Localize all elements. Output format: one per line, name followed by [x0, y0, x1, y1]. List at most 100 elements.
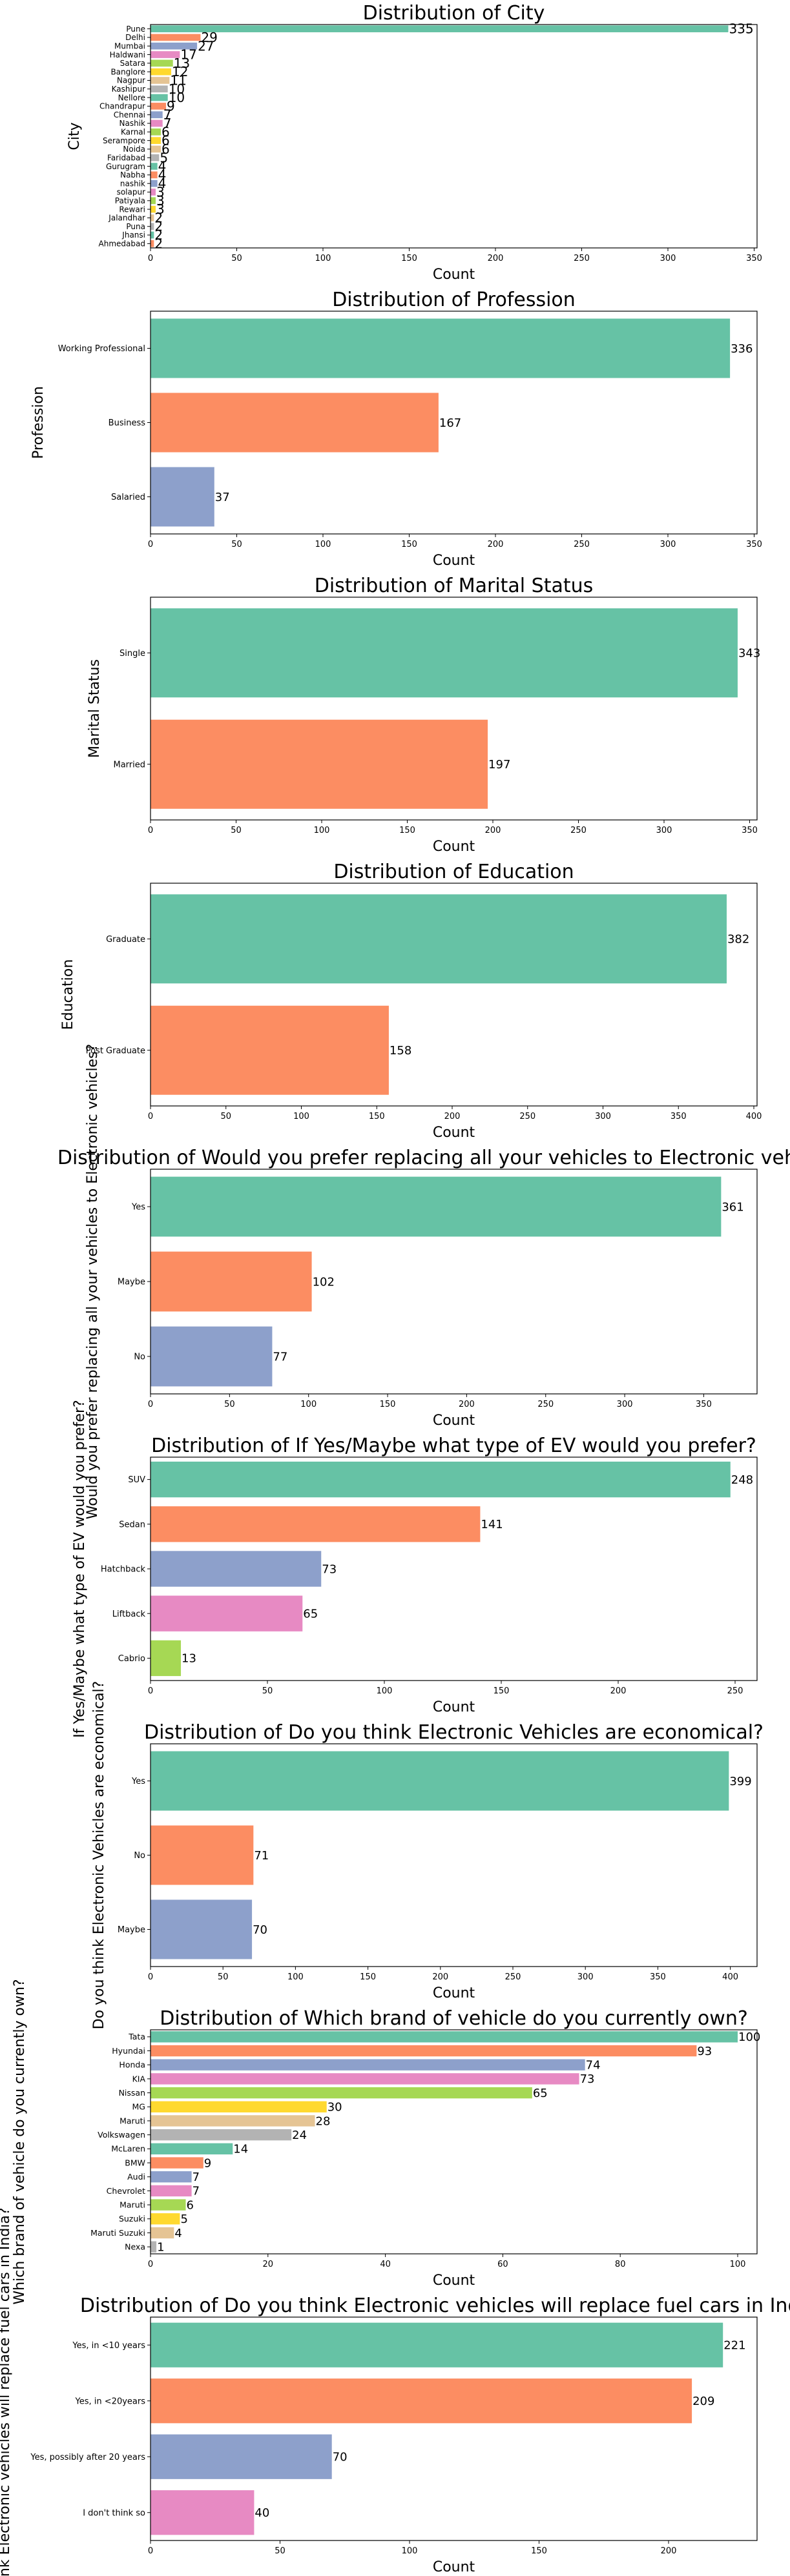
bar-chevrolet: [151, 2185, 192, 2197]
x-tick-label: 200: [432, 1972, 448, 1982]
data-label: 6: [161, 141, 170, 157]
y-tick-label: Volkswagen: [98, 2130, 145, 2140]
data-label: 7: [192, 2171, 200, 2184]
bar-kia: [151, 2073, 579, 2085]
bar-audi: [151, 2171, 192, 2183]
bar-serampore: [151, 137, 161, 144]
chart-title: Distribution of Education: [333, 861, 574, 883]
data-label: 30: [327, 2101, 342, 2114]
bar-maruti-suzuki: [151, 2227, 174, 2239]
bar-business: [151, 393, 439, 453]
data-label: 100: [738, 2030, 760, 2044]
bar-suv: [151, 1461, 731, 1498]
data-label: 17: [180, 47, 196, 63]
x-tick-label: 250: [505, 1972, 521, 1982]
bar-mumbai: [151, 42, 198, 50]
y-tick-label: Honda: [119, 2060, 145, 2070]
x-tick-label: 20: [263, 2260, 274, 2269]
bar-yes-in-10-years: [151, 2322, 723, 2367]
plot-frame: [150, 2316, 758, 2541]
y-tick-label: No: [134, 1353, 145, 1362]
y-tick-label: Yes: [131, 1203, 145, 1212]
x-tick-label: 250: [519, 1112, 535, 1121]
y-tick-label: I don't think so: [83, 2508, 145, 2518]
chart-panel-4: Distribution of Education 382 Graduate 158 P…: [60, 861, 762, 1141]
y-tick-label: Yes, in <20years: [75, 2397, 146, 2406]
x-tick-label: 300: [617, 1400, 633, 1409]
data-label: 77: [273, 1350, 287, 1364]
x-axis-label: Count: [433, 1985, 475, 2001]
bar-mg: [151, 2101, 327, 2112]
x-tick-label: 200: [485, 826, 501, 835]
y-tick-label: Banglore: [110, 67, 145, 76]
x-tick-label: 100: [315, 540, 331, 549]
chart-title: Distribution of Do you think Electronic …: [80, 2295, 790, 2317]
x-tick-label: 150: [401, 254, 417, 263]
y-tick-label: McLaren: [111, 2144, 145, 2154]
x-tick-label: 0: [148, 2260, 153, 2269]
y-tick-label: Tata: [128, 2032, 145, 2041]
y-tick-label: Jalandhar: [108, 214, 145, 223]
bar-maruti: [151, 2115, 315, 2127]
x-tick-label: 350: [746, 540, 762, 549]
bar-nabha: [151, 171, 158, 179]
plot-frame: [150, 2029, 758, 2254]
data-label: 6: [161, 133, 170, 148]
y-tick-label: Hyundai: [112, 2046, 145, 2056]
data-label: 158: [390, 1044, 411, 1058]
y-tick-label: Chennai: [114, 110, 145, 119]
x-tick-label: 0: [148, 826, 153, 835]
bar-working-professional: [151, 318, 731, 378]
chart-title: Distribution of Marital Status: [315, 575, 594, 597]
x-tick-label: 200: [459, 1400, 475, 1409]
chart-panel-8: Distribution of Which brand of vehicle d…: [12, 1979, 760, 2304]
y-tick-label: Liftback: [112, 1610, 146, 1619]
y-axis-label: Do you think Electronic Vehicles are eco…: [91, 1681, 107, 2030]
x-tick-label: 50: [224, 1400, 235, 1409]
x-tick-label: 150: [399, 826, 415, 835]
y-tick-label: Haldwani: [110, 50, 145, 59]
y-tick-label: No: [134, 1851, 145, 1861]
chart-panel-6: Distribution of If Yes/Maybe what type o…: [72, 1400, 758, 1738]
x-tick-label: 100: [287, 1972, 304, 1982]
data-label: 28: [316, 2114, 331, 2128]
y-tick-label: Chandrapur: [99, 102, 145, 111]
data-label: 399: [729, 1775, 751, 1788]
x-axis-label: Count: [433, 553, 475, 569]
x-axis-label: Count: [433, 1699, 475, 1715]
data-label: 102: [313, 1275, 335, 1289]
y-tick-label: Kashipur: [112, 85, 145, 94]
bar-maruti: [151, 2199, 186, 2211]
bar-sedan: [151, 1506, 481, 1542]
y-axis-label: Education: [60, 959, 76, 1030]
data-label: 93: [697, 2045, 712, 2058]
y-axis-label: Do you think Electronic vehicles will re…: [0, 2207, 13, 2576]
x-tick-label: 350: [670, 1112, 687, 1121]
x-tick-label: 100: [730, 2260, 746, 2269]
x-tick-label: 150: [531, 2546, 547, 2556]
chart-panel-5: Distribution of Would you prefer replaci…: [57, 1044, 790, 1519]
data-label: 73: [322, 1562, 337, 1576]
y-tick-label: Noida: [123, 145, 145, 154]
data-label: 167: [439, 416, 461, 430]
data-label: 13: [182, 1652, 196, 1666]
bar-married: [151, 719, 488, 809]
bar-satara: [151, 59, 173, 67]
bar-haldwani: [151, 51, 180, 58]
x-tick-label: 40: [380, 2260, 391, 2269]
y-tick-label: Ahmedabad: [99, 240, 145, 249]
y-tick-label: Cabrio: [118, 1654, 145, 1664]
x-axis-label: Count: [433, 1125, 475, 1141]
y-tick-label: Nexa: [125, 2242, 145, 2252]
x-tick-label: 100: [377, 1686, 393, 1696]
bar-liftback: [151, 1595, 303, 1631]
x-tick-label: 150: [369, 1112, 385, 1121]
plot-frame: [150, 1743, 758, 1967]
plot-frame: [150, 24, 758, 249]
data-label: 2: [154, 227, 163, 243]
data-label: 221: [723, 2339, 745, 2353]
x-tick-label: 250: [574, 540, 590, 549]
y-tick-label: Satara: [120, 59, 145, 68]
bar-banglore: [151, 68, 172, 76]
y-axis-label: Would you prefer replacing all your vehi…: [85, 1044, 101, 1519]
